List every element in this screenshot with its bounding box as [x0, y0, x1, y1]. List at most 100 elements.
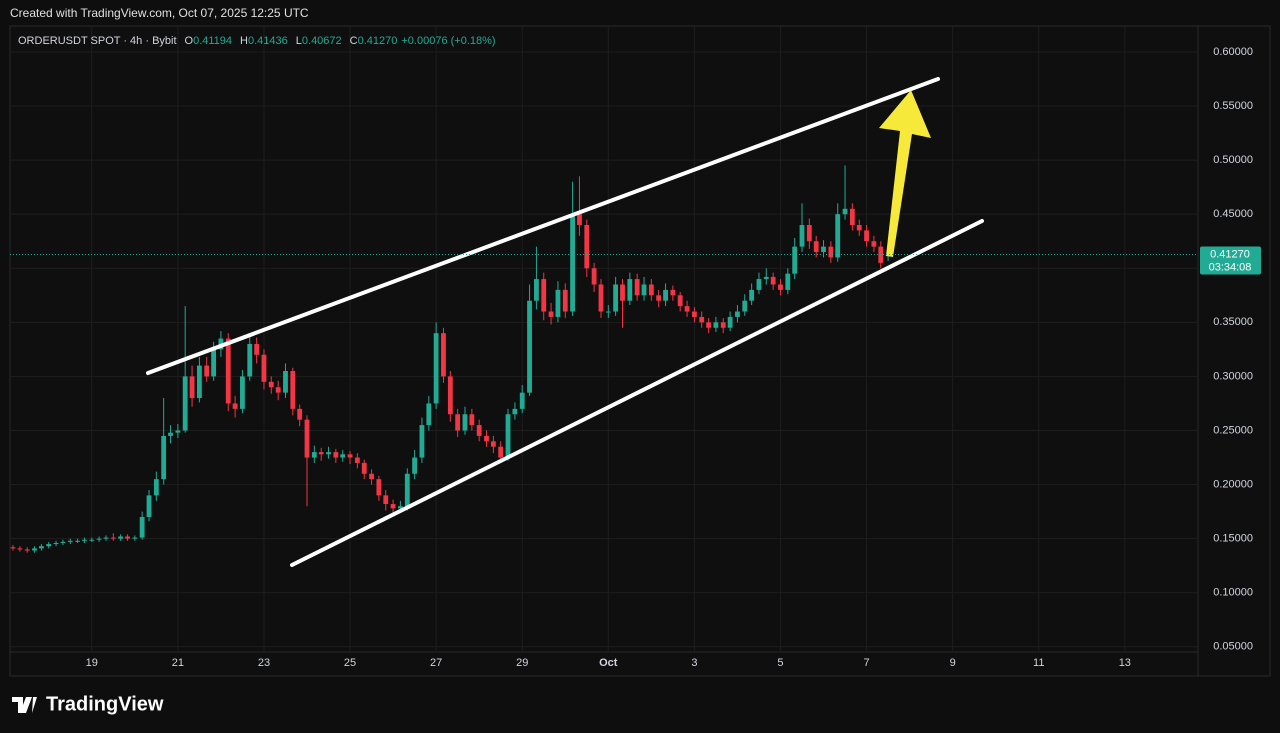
candle-body [333, 452, 339, 458]
candle-body [476, 425, 482, 436]
candle-body [247, 343, 253, 377]
candle-body [749, 289, 755, 301]
candle-body [304, 419, 310, 458]
lower-channel-line [290, 219, 984, 567]
candle-body [598, 284, 604, 312]
candle-body [240, 376, 245, 409]
candle-body [792, 246, 798, 274]
candle-body [397, 506, 403, 509]
y-tick-label: 0.35000 [1213, 316, 1253, 328]
candle-body [570, 214, 575, 312]
y-tick-label: 0.25000 [1213, 424, 1253, 436]
ohlc-value: 0.41270 [358, 35, 398, 47]
brand-logo [12, 697, 37, 713]
candle-body [441, 333, 446, 377]
symbol: ORDERUSDT SPOT · 4h · Bybit [18, 35, 177, 47]
candle-body [648, 284, 654, 296]
legend: ORDERUSDT SPOT · 4h · Bybit O0.41194 H0.41… [18, 35, 496, 47]
candle-body [161, 435, 167, 480]
candle-body [813, 241, 819, 253]
candle-body [613, 284, 619, 312]
candle-body [53, 542, 59, 545]
candle-body [283, 371, 288, 393]
candle-body [505, 414, 511, 458]
candle-body [670, 289, 676, 296]
candle-body [110, 537, 116, 539]
candle-body [498, 446, 504, 458]
candle-body [225, 338, 231, 404]
ohlc-key: C [350, 35, 358, 47]
candle-body [469, 414, 475, 426]
candle-body [419, 425, 425, 458]
x-tick-label: 3 [691, 657, 697, 669]
candle-body [864, 230, 869, 242]
brand-name: TradingView [46, 693, 164, 715]
ohlc-key: H [240, 35, 248, 47]
candle-body [340, 454, 346, 458]
candle-body [32, 548, 37, 551]
candle-body [60, 541, 66, 543]
candle-body [663, 289, 668, 301]
candle-body [577, 214, 582, 226]
y-tick-label: 0.55000 [1213, 100, 1253, 112]
candle-body [39, 546, 44, 549]
candle-body [821, 246, 826, 253]
candle-body [326, 452, 331, 455]
candle-body [182, 376, 188, 431]
candle-body [75, 540, 80, 542]
candle-body [620, 284, 625, 301]
candle-body [390, 504, 396, 509]
candle-body [376, 479, 382, 496]
last-price-label: 0.41270 [1210, 248, 1250, 260]
y-tick-label: 0.15000 [1213, 533, 1253, 545]
candle-body [634, 279, 640, 296]
candle-body [447, 376, 453, 415]
candle-body [89, 539, 95, 541]
ohlc-value: 0.40672 [302, 35, 342, 47]
candle-body [433, 333, 439, 404]
candle-body [871, 241, 877, 247]
candle-body [404, 473, 410, 507]
x-tick-label: 5 [777, 657, 783, 669]
x-tick-label: 21 [172, 657, 184, 669]
y-tick-label: 0.45000 [1213, 208, 1253, 220]
candle-body [297, 408, 303, 420]
candle-body [842, 208, 848, 215]
candle-body [770, 276, 776, 285]
candle-body [727, 316, 733, 328]
candle-body [756, 279, 762, 290]
candle-body [196, 365, 202, 399]
candle-body [713, 322, 719, 328]
x-tick-label: 9 [950, 657, 956, 669]
candle-body [67, 540, 73, 542]
x-tick-label: 19 [86, 657, 98, 669]
candle-body [591, 268, 597, 285]
candle-body [17, 548, 23, 550]
candle-body [699, 316, 705, 323]
candle-body [519, 392, 525, 409]
candle-body [785, 273, 791, 290]
x-tick-label: 27 [430, 657, 442, 669]
candle-body [778, 284, 783, 290]
candle-body [347, 454, 353, 458]
candle-body [455, 414, 461, 431]
x-tick-label: 25 [344, 657, 356, 669]
candle-body [548, 311, 554, 317]
y-tick-label: 0.50000 [1213, 154, 1253, 166]
candle-body [691, 311, 697, 317]
candle-body [555, 289, 561, 317]
candle-body [484, 435, 489, 442]
candle-body [168, 432, 173, 436]
candle-body [175, 430, 181, 433]
candle-body [10, 547, 16, 549]
candle-body [275, 387, 281, 393]
candle-body [354, 457, 360, 463]
ohlc-value: 0.41436 [248, 35, 288, 47]
candle-body [742, 300, 748, 312]
candle-body [835, 214, 841, 258]
ohlc-key: O [185, 35, 194, 47]
candle-body [254, 343, 260, 355]
candle-body [735, 311, 740, 317]
candle-body [706, 322, 712, 328]
